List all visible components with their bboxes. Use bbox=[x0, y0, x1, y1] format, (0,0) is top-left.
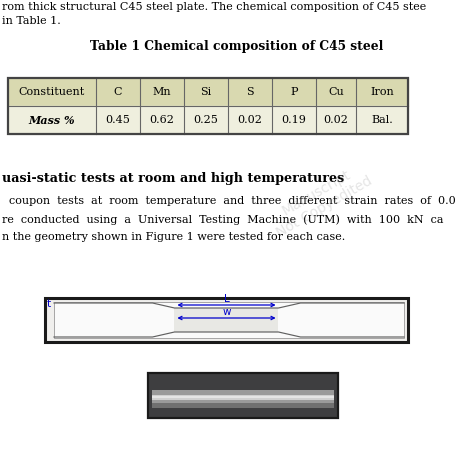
Text: in Table 1.: in Table 1. bbox=[2, 16, 61, 26]
Bar bbox=[54, 302, 404, 338]
Text: Mass %: Mass % bbox=[29, 115, 75, 126]
Text: Mn: Mn bbox=[153, 87, 171, 97]
Text: uasi-static tests at room and high temperatures: uasi-static tests at room and high tempe… bbox=[2, 172, 344, 185]
Text: 0.25: 0.25 bbox=[193, 115, 219, 125]
Bar bbox=[45, 298, 408, 342]
Text: L: L bbox=[224, 294, 229, 304]
Text: 0.19: 0.19 bbox=[282, 115, 306, 125]
Bar bbox=[8, 78, 408, 106]
Text: Cu: Cu bbox=[328, 87, 344, 97]
Bar bbox=[152, 403, 334, 407]
Text: 0.62: 0.62 bbox=[150, 115, 174, 125]
Text: coupon  tests  at  room  temperature  and  three  different  strain  rates  of  : coupon tests at room temperature and thr… bbox=[2, 196, 456, 206]
Text: w: w bbox=[222, 307, 231, 317]
Text: 0.45: 0.45 bbox=[106, 115, 130, 125]
Text: t: t bbox=[47, 299, 51, 309]
Text: Bal.: Bal. bbox=[371, 115, 393, 125]
Text: 0.02: 0.02 bbox=[237, 115, 263, 125]
Bar bbox=[148, 373, 338, 418]
Text: C: C bbox=[114, 87, 122, 97]
Text: P: P bbox=[290, 87, 298, 97]
Bar bbox=[8, 78, 408, 134]
Text: Si: Si bbox=[201, 87, 211, 97]
Bar bbox=[8, 106, 408, 134]
Text: Constituent: Constituent bbox=[19, 87, 85, 97]
Text: n the geometry shown in Figure 1 were tested for each case.: n the geometry shown in Figure 1 were te… bbox=[2, 232, 345, 242]
Text: rom thick structural C45 steel plate. The chemical composition of C45 stee: rom thick structural C45 steel plate. Th… bbox=[2, 2, 426, 12]
Bar bbox=[152, 389, 334, 403]
Text: Manuscript
Not Copyedited: Manuscript Not Copyedited bbox=[265, 160, 374, 240]
Polygon shape bbox=[174, 308, 279, 332]
Text: Iron: Iron bbox=[370, 87, 394, 97]
Text: S: S bbox=[246, 87, 254, 97]
Text: 0.02: 0.02 bbox=[324, 115, 348, 125]
Bar bbox=[152, 396, 334, 398]
Bar bbox=[152, 395, 334, 399]
Text: re  conducted  using  a  Universal  Testing  Machine  (UTM)  with  100  kN  ca: re conducted using a Universal Testing M… bbox=[2, 214, 444, 225]
Text: Table 1 Chemical composition of C45 steel: Table 1 Chemical composition of C45 stee… bbox=[91, 40, 383, 53]
